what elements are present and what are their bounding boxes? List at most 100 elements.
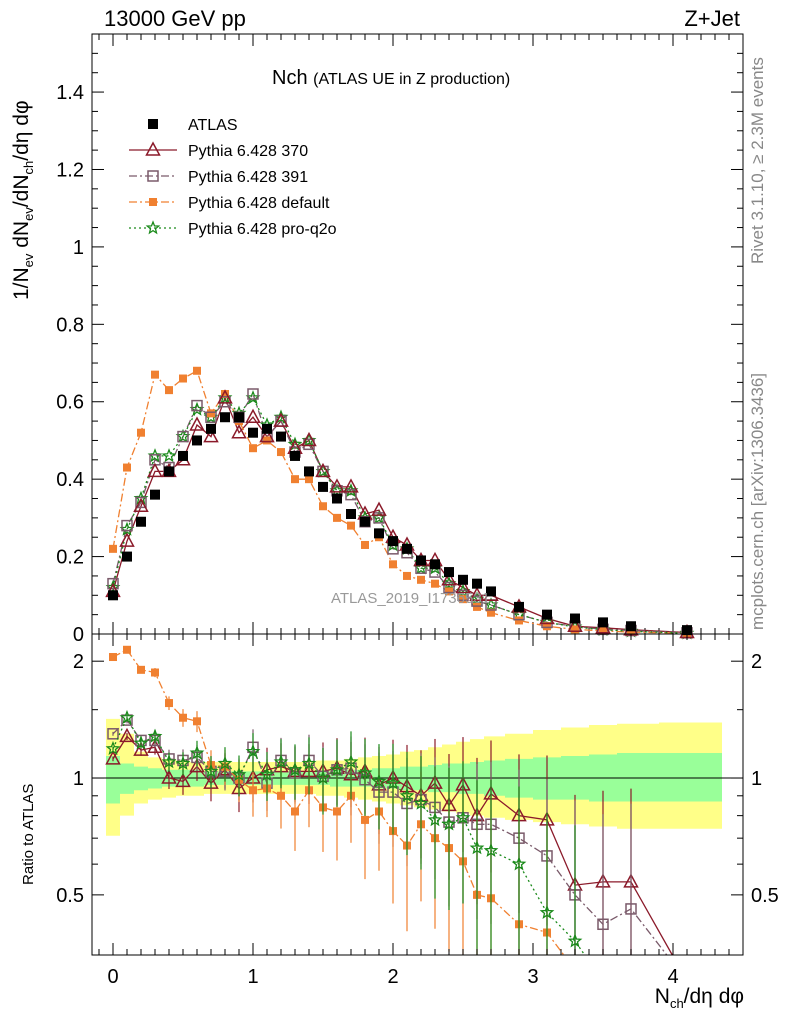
marker-point [458, 574, 468, 585]
marker-point [473, 602, 481, 611]
marker-point [147, 728, 163, 743]
marker-point [487, 608, 495, 617]
marker-point [259, 766, 275, 781]
marker-point [149, 198, 157, 206]
legend-label: ATLAS [188, 117, 238, 134]
marker-point [459, 595, 467, 604]
markers-atlas [108, 412, 692, 636]
marker-point [133, 497, 149, 513]
marker-point [371, 773, 387, 788]
marker-point [217, 389, 233, 404]
marker-point [147, 448, 163, 463]
marker-point [203, 428, 219, 443]
marker-point [455, 809, 471, 825]
x-tick-label: 0 [107, 966, 118, 988]
marker-point [416, 555, 426, 566]
marker-point [471, 595, 483, 607]
marker-point [333, 807, 341, 816]
marker-point [301, 755, 317, 770]
main-y-axis-label: 1/Nev dNev/dNch/dη dφ [10, 100, 37, 300]
marker-point [231, 766, 247, 781]
x-tick-label: 4 [667, 966, 678, 988]
marker-point [511, 856, 527, 871]
marker-point [161, 769, 177, 784]
ratio-y-tick-label: 1 [73, 768, 84, 790]
marker-point [399, 787, 415, 803]
marker-point [682, 625, 692, 636]
marker-point [567, 617, 583, 633]
marker-point [483, 842, 499, 857]
marker-point [231, 424, 247, 439]
legend-label: Pythia 6.428 default [188, 195, 330, 212]
series-pythia-6-428-pro-q2o [112, 396, 688, 634]
marker-point [150, 489, 160, 500]
marker-point [175, 772, 191, 788]
legend-label: Pythia 6.428 391 [188, 169, 308, 186]
marker-point [346, 509, 356, 519]
marker-point [245, 743, 261, 758]
watermark: ATLAS_2019_I1736531 [331, 590, 491, 607]
marker-point [248, 427, 258, 438]
marker-point [445, 587, 453, 596]
chart-title-sub: (ATLAS UE in Z production) [313, 71, 511, 88]
marker-point [179, 713, 187, 722]
marker-point [389, 560, 397, 569]
marker-point [469, 586, 485, 602]
marker-point [599, 626, 607, 635]
series-line [112, 396, 688, 634]
marker-point [301, 431, 317, 447]
marker-point [136, 516, 146, 527]
marker-point [319, 502, 327, 511]
marker-point [133, 741, 149, 756]
marker-point [164, 466, 174, 477]
ratio-line [112, 648, 656, 1024]
marker-point [205, 411, 217, 423]
marker-point [234, 412, 244, 423]
marker-point [385, 775, 401, 790]
marker-point [109, 653, 117, 662]
marker-point [455, 578, 471, 594]
series-pythia-6-428-default [112, 369, 688, 634]
ratio-line [112, 716, 656, 1024]
y-tick-label: 1.2 [56, 159, 84, 181]
y-tick-label: 0.4 [56, 469, 84, 491]
ratio-frame [91, 633, 744, 956]
marker-point [627, 628, 635, 637]
marker-point [402, 543, 412, 554]
marker-point [249, 444, 257, 453]
marker-point [123, 463, 131, 472]
marker-point [403, 571, 411, 580]
chart-title: Nch (ATLAS UE in Z production) [272, 67, 510, 90]
marker-point [119, 709, 135, 725]
ratio-y-tick-label-right: 1 [751, 768, 762, 790]
series-pythia-6-428-370 [112, 396, 688, 634]
marker-point [107, 577, 119, 590]
ratio-clip-bottom [0, 955, 786, 1024]
marker-point [417, 575, 425, 584]
ratio-y-tick-label: 2 [73, 651, 84, 673]
marker-point [305, 475, 313, 484]
marker-point [277, 448, 285, 457]
marker-point [165, 386, 173, 395]
marker-point [360, 516, 370, 527]
marker-point [203, 763, 219, 778]
marker-point [147, 738, 163, 754]
ratio-y-tick-label-right: 0.5 [751, 885, 779, 907]
marker-point [147, 170, 159, 182]
marker-point [373, 512, 385, 524]
marker-point [119, 727, 135, 743]
marker-point [145, 141, 161, 156]
marker-point [219, 395, 231, 408]
marker-point [161, 448, 177, 463]
marker-point [304, 466, 314, 477]
marker-point [121, 519, 133, 532]
y-tick-label: 0.8 [56, 314, 84, 336]
ratio-line [112, 735, 688, 982]
marker-point [357, 765, 373, 780]
marker-point [332, 493, 342, 504]
y-tick-label: 0.6 [56, 392, 84, 414]
marker-point [193, 717, 201, 726]
marker-point [119, 532, 135, 547]
marker-point [217, 755, 233, 770]
